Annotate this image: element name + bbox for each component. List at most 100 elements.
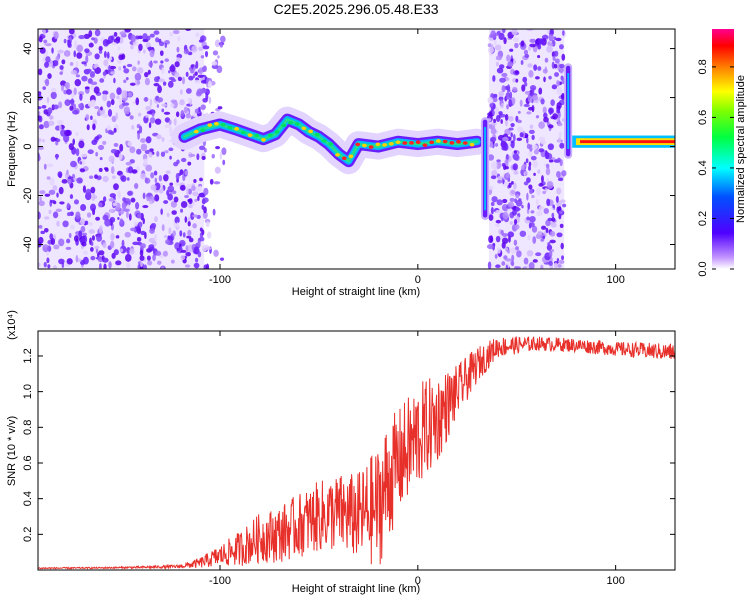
noise-blob xyxy=(188,75,194,81)
noise-blob xyxy=(160,208,163,215)
ridge-peak xyxy=(294,122,300,126)
noise-blob xyxy=(129,115,134,120)
noise-blob xyxy=(125,76,129,81)
ridge-peak xyxy=(193,129,199,134)
colorbar-tick-label: 0.8 xyxy=(697,59,709,74)
spike-center xyxy=(484,126,487,211)
noise-blob xyxy=(526,136,529,144)
noise-blob xyxy=(115,112,119,120)
noise-blob xyxy=(530,155,537,161)
noise-blob xyxy=(203,187,209,196)
noise-blob xyxy=(49,115,54,120)
noise-blob xyxy=(198,39,204,43)
noise-blob xyxy=(46,96,50,104)
noise-blob xyxy=(57,49,64,54)
noise-blob xyxy=(536,188,541,196)
noise-blob xyxy=(518,198,522,202)
noise-blob xyxy=(510,260,515,266)
noise-blob xyxy=(530,222,535,228)
noise-blob xyxy=(44,193,51,197)
snr-multiplier: (x10⁴) xyxy=(6,310,18,340)
noise-blob xyxy=(527,202,531,210)
noise-blob xyxy=(169,103,175,108)
noise-blob xyxy=(490,127,497,135)
noise-blob xyxy=(94,53,100,60)
noise-blob xyxy=(204,50,209,58)
noise-blob xyxy=(537,54,541,59)
noise-blob xyxy=(515,199,523,207)
noise-blob xyxy=(121,239,125,248)
noise-blob xyxy=(556,102,562,110)
noise-blob xyxy=(53,265,57,269)
noise-blob xyxy=(516,250,522,258)
noise-blob xyxy=(194,198,198,202)
spectrogram-x-axis-label: Height of straight line (km) xyxy=(292,286,420,298)
noise-blob xyxy=(94,245,100,250)
noise-blob xyxy=(131,125,135,130)
noise-blob xyxy=(556,87,563,96)
noise-blob xyxy=(156,151,160,157)
ridge-peak xyxy=(348,154,354,159)
noise-blob xyxy=(43,120,50,129)
noise-blob xyxy=(82,185,87,193)
noise-blob xyxy=(148,151,153,158)
noise-blob xyxy=(48,189,56,195)
noise-blob xyxy=(66,212,71,217)
noise-blob xyxy=(221,147,227,156)
ridge-peak xyxy=(335,153,340,157)
noise-blob xyxy=(487,154,495,161)
noise-blob xyxy=(53,31,59,40)
noise-blob xyxy=(180,184,186,191)
ridge-peak xyxy=(388,142,394,146)
noise-blob xyxy=(184,194,189,199)
noise-blob xyxy=(537,230,543,236)
noise-blob xyxy=(515,78,519,83)
noise-blob xyxy=(47,73,52,79)
noise-blob xyxy=(84,86,90,90)
noise-blob xyxy=(75,61,79,69)
transition-spike-right xyxy=(564,63,573,159)
noise-blob xyxy=(543,112,548,119)
noise-blob xyxy=(57,119,64,125)
noise-blob xyxy=(550,99,555,107)
noise-blob xyxy=(135,97,140,106)
noise-blob xyxy=(504,113,509,121)
noise-blob xyxy=(75,148,80,157)
noise-blob xyxy=(113,142,119,148)
noise-blob xyxy=(496,67,504,74)
noise-blob xyxy=(201,204,205,210)
noise-blob xyxy=(135,35,140,40)
noise-blob xyxy=(163,111,171,115)
noise-blob xyxy=(546,29,550,35)
noise-blob xyxy=(110,232,115,241)
noise-blob xyxy=(156,260,162,265)
noise-blob xyxy=(69,62,74,66)
noise-blob xyxy=(64,82,69,88)
noise-blob xyxy=(85,55,89,64)
noise-blob xyxy=(507,231,515,238)
noise-region-1 xyxy=(201,35,227,269)
spectrogram-y-tick-label: 40 xyxy=(22,42,34,54)
noise-blob xyxy=(87,149,94,155)
noise-blob xyxy=(529,124,534,129)
noise-blob xyxy=(544,187,548,192)
noise-blob xyxy=(492,97,498,103)
noise-blob xyxy=(88,30,93,38)
noise-blob xyxy=(194,71,198,76)
noise-blob xyxy=(186,187,189,196)
noise-blob xyxy=(44,216,50,220)
noise-blob xyxy=(542,190,547,195)
noise-blob xyxy=(551,61,555,69)
noise-blob xyxy=(111,115,117,123)
noise-blob xyxy=(495,107,500,116)
noise-blob xyxy=(103,59,109,67)
noise-blob xyxy=(127,92,133,97)
noise-blob xyxy=(140,138,147,144)
noise-blob xyxy=(137,112,142,117)
noise-blob xyxy=(491,43,494,52)
noise-blob xyxy=(66,89,72,95)
noise-blob xyxy=(174,242,181,250)
noise-blob xyxy=(130,197,136,203)
noise-blob xyxy=(528,106,534,111)
noise-blob xyxy=(42,244,49,248)
